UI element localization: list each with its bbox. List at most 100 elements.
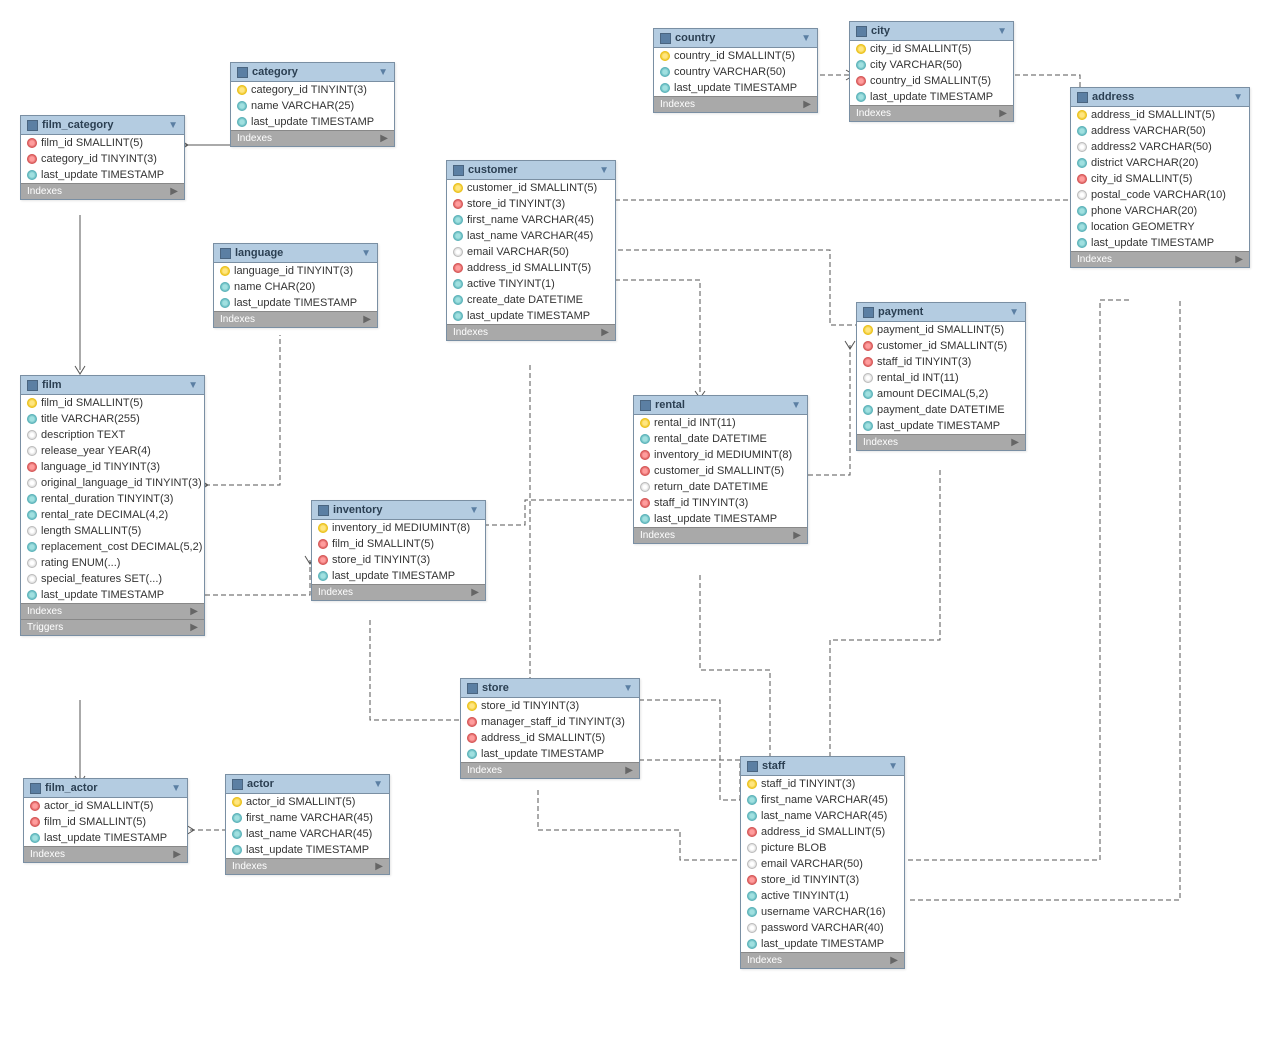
table-rental[interactable]: rental ▼ rental_id INT(11) rental_date D… <box>633 395 808 544</box>
table-payment[interactable]: payment ▼ payment_id SMALLINT(5) custome… <box>856 302 1026 451</box>
optional-field-icon <box>1077 142 1087 152</box>
table-columns: film_id SMALLINT(5) category_id TINYINT(… <box>21 135 184 183</box>
foreign-key-icon <box>747 827 757 837</box>
table-header[interactable]: rental ▼ <box>634 396 807 415</box>
table-header[interactable]: film_category ▼ <box>21 116 184 135</box>
table-header[interactable]: staff ▼ <box>741 757 904 776</box>
collapse-icon[interactable]: ▼ <box>378 67 388 78</box>
collapse-icon[interactable]: ▼ <box>801 33 811 44</box>
indexes-section[interactable]: Indexes▶ <box>21 183 184 199</box>
collapse-icon[interactable]: ▼ <box>599 165 609 176</box>
foreign-key-icon <box>453 199 463 209</box>
table-header[interactable]: category ▼ <box>231 63 394 82</box>
foreign-key-icon <box>467 733 477 743</box>
table-category[interactable]: category ▼ category_id TINYINT(3) name V… <box>230 62 395 147</box>
table-header[interactable]: language ▼ <box>214 244 377 263</box>
table-customer[interactable]: customer ▼ customer_id SMALLINT(5) store… <box>446 160 616 341</box>
indexes-section[interactable]: Indexes▶ <box>226 858 389 874</box>
indexes-section[interactable]: Indexes▶ <box>850 105 1013 121</box>
field-icon <box>747 891 757 901</box>
collapse-icon[interactable]: ▼ <box>623 683 633 694</box>
field-icon <box>453 215 463 225</box>
table-header[interactable]: inventory ▼ <box>312 501 485 520</box>
field-icon <box>318 571 328 581</box>
table-icon <box>640 400 651 411</box>
field-icon <box>863 421 873 431</box>
table-header[interactable]: film_actor ▼ <box>24 779 187 798</box>
collapse-icon[interactable]: ▼ <box>469 505 479 516</box>
optional-field-icon <box>1077 190 1087 200</box>
indexes-section[interactable]: Indexes▶ <box>634 527 807 543</box>
triggers-section[interactable]: Triggers▶ <box>21 619 204 635</box>
table-title: film_actor <box>45 782 167 794</box>
table-film-category[interactable]: film_category ▼ film_id SMALLINT(5) cate… <box>20 115 185 200</box>
indexes-section[interactable]: Indexes▶ <box>231 130 394 146</box>
table-city[interactable]: city ▼ city_id SMALLINT(5) city VARCHAR(… <box>849 21 1014 122</box>
collapse-icon[interactable]: ▼ <box>997 26 1007 37</box>
field-icon <box>856 60 866 70</box>
foreign-key-icon <box>318 555 328 565</box>
field-icon <box>863 389 873 399</box>
table-store[interactable]: store ▼ store_id TINYINT(3) manager_staf… <box>460 678 640 779</box>
table-address[interactable]: address ▼ address_id SMALLINT(5) address… <box>1070 87 1250 268</box>
table-actor[interactable]: actor ▼ actor_id SMALLINT(5) first_name … <box>225 774 390 875</box>
table-icon <box>1077 92 1088 103</box>
optional-field-icon <box>27 558 37 568</box>
indexes-section[interactable]: Indexes▶ <box>741 952 904 968</box>
collapse-icon[interactable]: ▼ <box>168 120 178 131</box>
table-icon <box>30 783 41 794</box>
optional-field-icon <box>27 446 37 456</box>
collapse-icon[interactable]: ▼ <box>791 400 801 411</box>
indexes-section[interactable]: Indexes▶ <box>461 762 639 778</box>
collapse-icon[interactable]: ▼ <box>361 248 371 259</box>
table-film-actor[interactable]: film_actor ▼ actor_id SMALLINT(5) film_i… <box>23 778 188 863</box>
table-header[interactable]: store ▼ <box>461 679 639 698</box>
indexes-section[interactable]: Indexes▶ <box>1071 251 1249 267</box>
expand-icon: ▶ <box>375 861 383 872</box>
indexes-section[interactable]: Indexes▶ <box>654 96 817 112</box>
table-header[interactable]: city ▼ <box>850 22 1013 41</box>
table-icon <box>27 120 38 131</box>
field-icon <box>232 845 242 855</box>
table-language[interactable]: language ▼ language_id TINYINT(3) name C… <box>213 243 378 328</box>
table-country[interactable]: country ▼ country_id SMALLINT(5) country… <box>653 28 818 113</box>
indexes-section[interactable]: Indexes▶ <box>24 846 187 862</box>
table-inventory[interactable]: inventory ▼ inventory_id MEDIUMINT(8) fi… <box>311 500 486 601</box>
indexes-section[interactable]: Indexes▶ <box>312 584 485 600</box>
field-icon <box>640 434 650 444</box>
indexes-section[interactable]: Indexes▶ <box>214 311 377 327</box>
field-icon <box>660 67 670 77</box>
indexes-section[interactable]: Indexes▶ <box>21 603 204 619</box>
table-staff[interactable]: staff ▼ staff_id TINYINT(3) first_name V… <box>740 756 905 969</box>
collapse-icon[interactable]: ▼ <box>888 761 898 772</box>
table-header[interactable]: customer ▼ <box>447 161 615 180</box>
table-header[interactable]: actor ▼ <box>226 775 389 794</box>
foreign-key-icon <box>27 154 37 164</box>
field-icon <box>27 494 37 504</box>
field-icon <box>1077 158 1087 168</box>
expand-icon: ▶ <box>380 133 388 144</box>
collapse-icon[interactable]: ▼ <box>188 380 198 391</box>
indexes-section[interactable]: Indexes▶ <box>447 324 615 340</box>
table-header[interactable]: address ▼ <box>1071 88 1249 107</box>
table-header[interactable]: film ▼ <box>21 376 204 395</box>
expand-icon: ▶ <box>471 587 479 598</box>
foreign-key-icon <box>1077 174 1087 184</box>
collapse-icon[interactable]: ▼ <box>373 779 383 790</box>
table-film[interactable]: film ▼ film_id SMALLINT(5) title VARCHAR… <box>20 375 205 636</box>
field-icon <box>747 907 757 917</box>
foreign-key-icon <box>27 462 37 472</box>
primary-key-icon <box>640 418 650 428</box>
collapse-icon[interactable]: ▼ <box>1233 92 1243 103</box>
field-icon <box>1077 222 1087 232</box>
indexes-section[interactable]: Indexes▶ <box>857 434 1025 450</box>
field-icon <box>237 101 247 111</box>
expand-icon: ▶ <box>803 99 811 110</box>
table-title: inventory <box>333 504 465 516</box>
table-header[interactable]: country ▼ <box>654 29 817 48</box>
expand-icon: ▶ <box>190 606 198 617</box>
table-header[interactable]: payment ▼ <box>857 303 1025 322</box>
collapse-icon[interactable]: ▼ <box>1009 307 1019 318</box>
er-diagram-canvas: film_category ▼ film_id SMALLINT(5) cate… <box>0 0 1268 1059</box>
collapse-icon[interactable]: ▼ <box>171 783 181 794</box>
